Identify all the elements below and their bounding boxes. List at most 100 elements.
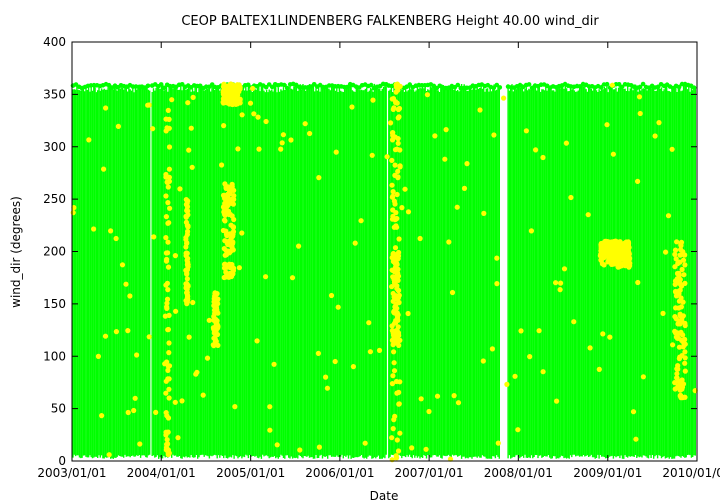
flagged-data-point xyxy=(125,409,131,416)
flagged-data-point xyxy=(324,385,330,391)
flagged-data-point xyxy=(680,344,686,350)
flagged-data-point xyxy=(185,208,191,214)
flagged-data-point xyxy=(166,395,172,401)
flagged-data-point xyxy=(673,256,679,262)
flagged-data-point xyxy=(255,114,261,120)
flagged-data-point xyxy=(288,137,294,143)
good-data-point xyxy=(691,85,697,90)
flagged-data-point xyxy=(523,128,530,134)
flagged-data-point xyxy=(239,112,245,118)
flagged-data-point xyxy=(489,346,495,352)
good-data-point xyxy=(344,84,350,90)
flagged-data-point xyxy=(188,125,194,131)
flagged-data-point xyxy=(172,399,178,405)
x-tick-label: 2006/01/01 xyxy=(305,466,374,480)
flagged-data-point xyxy=(193,371,199,377)
flagged-data-point xyxy=(394,215,400,222)
flagged-data-point xyxy=(146,334,152,340)
flagged-data-point xyxy=(682,320,688,326)
flagged-data-point xyxy=(227,200,234,206)
good-data-point xyxy=(616,82,622,87)
flagged-data-point xyxy=(224,233,230,239)
flagged-data-point xyxy=(672,247,679,253)
flagged-data-point xyxy=(113,235,119,242)
flagged-data-point xyxy=(164,280,170,286)
y-axis-label: wind_dir (degrees) xyxy=(9,196,23,308)
flagged-data-point xyxy=(598,257,604,264)
good-data-point xyxy=(284,85,290,91)
flagged-data-point xyxy=(494,281,500,287)
flagged-data-point xyxy=(677,393,683,399)
flagged-data-point xyxy=(673,305,679,311)
flagged-data-point xyxy=(221,217,228,223)
flagged-data-point xyxy=(165,107,171,113)
flagged-data-point xyxy=(362,440,368,446)
flagged-data-point xyxy=(391,417,397,423)
flagged-data-point xyxy=(607,334,613,340)
flagged-data-point xyxy=(621,244,627,250)
good-data-point xyxy=(526,82,532,87)
flagged-data-point xyxy=(163,432,169,438)
flagged-data-point xyxy=(186,334,192,340)
flagged-data-point xyxy=(426,408,432,415)
flagged-data-point xyxy=(164,413,170,419)
flagged-data-point xyxy=(679,317,685,323)
flagged-data-point xyxy=(211,330,218,336)
flagged-data-point xyxy=(177,186,183,192)
flagged-data-point xyxy=(515,427,521,433)
flagged-data-point xyxy=(391,368,398,374)
flagged-data-point xyxy=(402,186,408,192)
x-tick-label: 2010/01/01 xyxy=(662,466,720,480)
flagged-data-point xyxy=(137,441,143,447)
flagged-data-point xyxy=(388,120,394,126)
flagged-data-point xyxy=(239,230,245,236)
flagged-data-point xyxy=(610,151,617,157)
flagged-data-point xyxy=(395,295,401,301)
flagged-data-point xyxy=(635,178,641,184)
flagged-data-point xyxy=(333,149,339,155)
flagged-data-point xyxy=(447,456,454,462)
flagged-data-point xyxy=(163,390,169,396)
flagged-data-point xyxy=(417,235,423,242)
flagged-data-point xyxy=(237,84,243,90)
flagged-data-point xyxy=(150,126,156,132)
flagged-data-point xyxy=(674,239,680,245)
flagged-data-point xyxy=(166,178,172,184)
flagged-data-point xyxy=(224,264,230,270)
flagged-data-point xyxy=(123,281,129,287)
flagged-data-point xyxy=(254,338,260,344)
flagged-data-point xyxy=(99,413,105,419)
flagged-data-point xyxy=(677,354,683,360)
flagged-data-point xyxy=(446,239,452,245)
good-data-points xyxy=(70,81,697,459)
flagged-data-point xyxy=(391,349,397,355)
flagged-data-point xyxy=(125,328,131,334)
flagged-data-point xyxy=(528,228,535,234)
good-data-point xyxy=(368,82,374,88)
flagged-data-point xyxy=(680,332,686,338)
flagged-data-point xyxy=(212,310,218,316)
flagged-data-point xyxy=(518,328,524,334)
flagged-data-point xyxy=(163,378,169,384)
flagged-data-point xyxy=(212,304,218,310)
flagged-data-point xyxy=(323,374,329,380)
flagged-data-point xyxy=(390,373,396,379)
flagged-data-point xyxy=(316,175,322,181)
flagged-data-point xyxy=(394,191,400,198)
x-axis-label: Date xyxy=(370,489,399,503)
flagged-data-point xyxy=(235,146,241,152)
flagged-data-point xyxy=(231,83,237,89)
flagged-data-point xyxy=(231,196,237,202)
flagged-data-point xyxy=(663,249,669,255)
flagged-data-point xyxy=(250,85,256,92)
flagged-data-point xyxy=(271,361,277,367)
y-tick-label: 400 xyxy=(43,35,66,49)
flagged-data-point xyxy=(165,200,171,206)
flagged-data-point xyxy=(587,345,593,351)
flagged-data-point xyxy=(151,234,157,240)
flagged-data-point xyxy=(221,123,227,129)
flagged-data-point xyxy=(680,257,687,263)
flagged-data-point xyxy=(604,122,610,128)
flagged-data-point xyxy=(672,314,678,320)
flagged-data-point xyxy=(247,100,254,106)
